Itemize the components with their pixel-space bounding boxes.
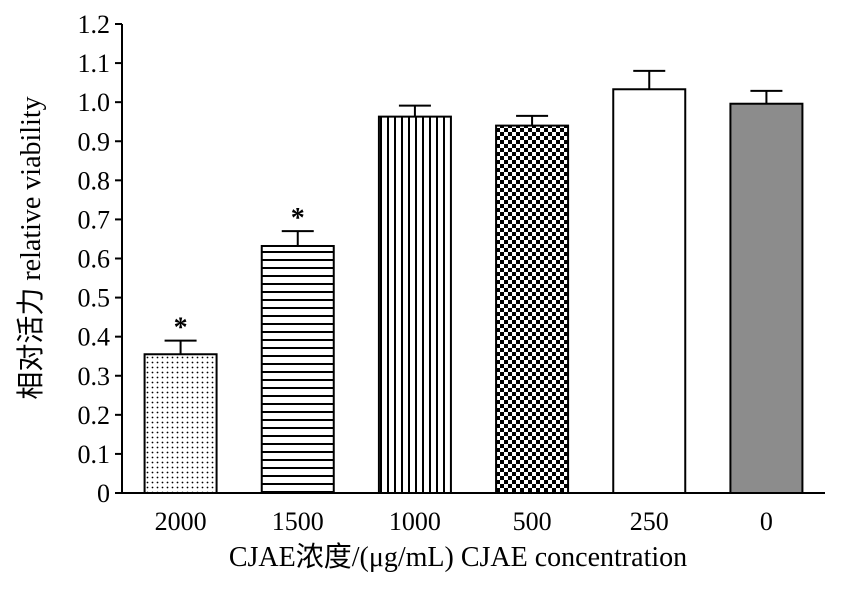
- y-tick-label: 1.1: [78, 49, 111, 78]
- y-tick-label: 0.1: [78, 440, 111, 469]
- bar: [143, 353, 218, 495]
- x-tick-label: 1500: [272, 507, 324, 536]
- y-tick-label: 0.9: [78, 127, 111, 156]
- x-tick-label: 2000: [155, 507, 207, 536]
- bar: [612, 88, 687, 494]
- x-tick-label: 500: [513, 507, 552, 536]
- y-tick-label: 0.8: [78, 166, 111, 195]
- y-tick-label: 1.2: [78, 10, 111, 39]
- significance-marker: *: [174, 313, 188, 344]
- y-tick-label: 0.7: [78, 205, 111, 234]
- x-tick-label: 0: [760, 507, 773, 536]
- y-tick-label: 1.0: [78, 88, 111, 117]
- y-tick-label: 0.2: [78, 401, 111, 430]
- y-axis-title: 相对活力 relative viability: [15, 96, 47, 399]
- bar: [260, 244, 335, 494]
- y-tick-label: 0.4: [78, 323, 111, 352]
- y-tick-label: 0: [97, 479, 110, 508]
- bar: [377, 115, 452, 494]
- y-tick-label: 0.5: [78, 284, 111, 313]
- y-tick-label: 0.3: [78, 362, 111, 391]
- y-tick-label: 0.6: [78, 245, 111, 274]
- bar: [495, 124, 570, 494]
- significance-marker: *: [291, 203, 305, 234]
- bar: [729, 102, 804, 494]
- x-axis-title: CJAE浓度/(μg/mL) CJAE concentration: [229, 541, 687, 573]
- x-tick-label: 250: [630, 507, 669, 536]
- x-tick-label: 1000: [389, 507, 441, 536]
